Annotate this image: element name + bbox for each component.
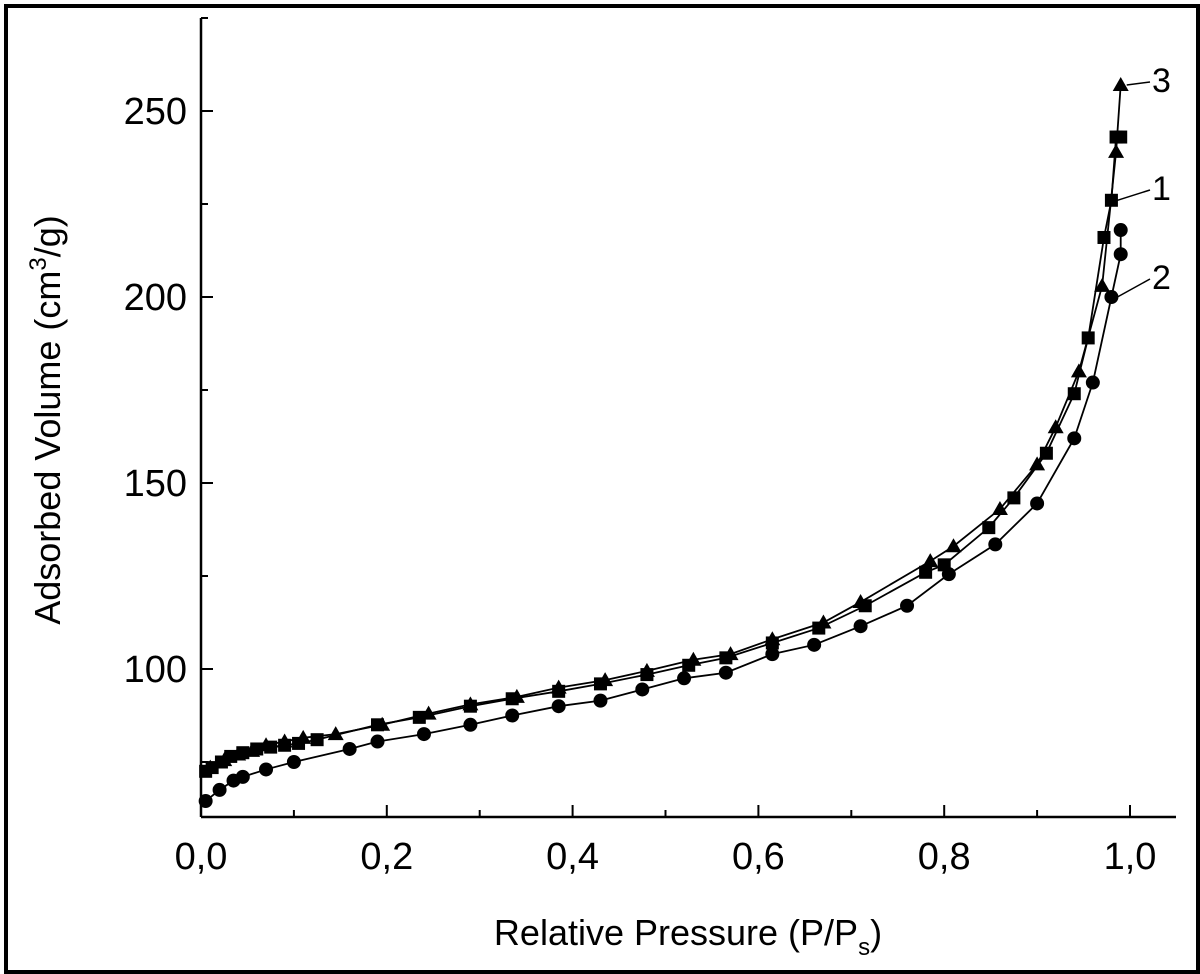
series-2-point — [677, 671, 692, 686]
series-1-point — [1039, 446, 1053, 460]
series-3-point — [258, 737, 275, 752]
y-axis-title: Adsorbed Volume (cm3/g) — [25, 215, 68, 625]
series-3-point — [1112, 76, 1129, 91]
series-3-point — [295, 729, 312, 744]
series-labels: 1 2 3 — [1117, 62, 1171, 298]
series-2-point — [1113, 223, 1128, 238]
series-2 — [198, 223, 1128, 809]
series-3-point — [1070, 363, 1087, 378]
series-1-point — [919, 565, 933, 579]
series-3-point — [508, 688, 525, 703]
series-2-point — [463, 717, 478, 732]
series-2-line — [205, 230, 1122, 802]
series-3-point — [230, 746, 247, 761]
series-1-label: 1 — [1152, 170, 1171, 208]
x-tick-label: 0,0 — [175, 836, 228, 878]
series-3-point — [202, 759, 219, 774]
series-3-point — [722, 646, 739, 661]
series-2-point — [1113, 247, 1128, 262]
series-2-point — [1030, 496, 1045, 511]
series-3-point — [1029, 456, 1046, 471]
series-3-point — [550, 679, 567, 694]
series-2-point — [212, 782, 227, 797]
series-3-point — [815, 614, 832, 629]
series-2-point — [635, 682, 650, 697]
series-3-point — [276, 733, 293, 748]
series-3-point — [327, 726, 344, 741]
series-3-point — [852, 594, 869, 609]
series-1 — [199, 130, 1128, 778]
series-1-leader — [1117, 189, 1151, 201]
series-1-point — [982, 521, 996, 535]
series-2-point — [551, 699, 566, 714]
x-tick-label: 0,2 — [360, 836, 413, 878]
series-3-point — [685, 651, 702, 666]
x-tick-label: 1,0 — [1104, 836, 1157, 878]
series-3-point — [945, 538, 962, 553]
series-2-point — [941, 567, 956, 582]
series-2-point — [259, 762, 274, 777]
series-3-point — [597, 672, 614, 687]
series-3-point — [1108, 143, 1125, 158]
series-2-label: 2 — [1152, 259, 1171, 297]
series-1-point — [1007, 491, 1021, 505]
series-2-point — [765, 647, 780, 662]
series-2-point — [370, 734, 385, 749]
series-3-point — [420, 705, 437, 720]
series-2-point — [235, 769, 250, 784]
series-2-point — [416, 727, 431, 742]
y-tick-label: 250 — [124, 91, 187, 133]
x-tick-label: 0,4 — [546, 836, 599, 878]
series-1-point — [412, 710, 426, 724]
y-tick-label: 100 — [124, 649, 187, 691]
series-2-point — [286, 755, 301, 769]
series-2-point — [1104, 290, 1119, 304]
tick-marks — [200, 17, 1131, 817]
series-2-point — [505, 708, 520, 723]
series-layer — [198, 76, 1129, 809]
series-1-line — [205, 136, 1121, 773]
series-3-point — [638, 662, 655, 677]
series-3 — [202, 76, 1129, 774]
x-tick-label: 0,6 — [732, 836, 785, 878]
series-2-leader — [1117, 278, 1151, 298]
axes — [199, 18, 1176, 819]
series-2-point — [807, 637, 822, 652]
series-3-point — [991, 501, 1008, 516]
figure-frame — [4, 4, 1200, 974]
series-3-point — [764, 631, 781, 646]
tick-labels: 0,0 0,2 0,4 0,6 0,8 1,0 100 150 200 250 — [124, 91, 1157, 878]
series-3-point — [1094, 277, 1111, 292]
series-3-line — [209, 84, 1122, 769]
y-tick-label: 150 — [124, 463, 187, 505]
y-tick-label: 200 — [124, 277, 187, 319]
series-2-point — [593, 693, 608, 708]
series-3-point — [374, 716, 391, 731]
series-2-point — [198, 794, 213, 809]
series-2-point — [900, 598, 915, 613]
series-3-point — [1047, 419, 1064, 434]
series-3-point — [922, 553, 939, 568]
series-2-point — [1067, 431, 1082, 446]
series-2-point — [718, 665, 733, 680]
series-3-point — [244, 742, 261, 757]
series-2-point — [853, 619, 868, 634]
series-2-point — [342, 741, 357, 756]
series-3-label: 3 — [1152, 62, 1171, 100]
x-axis-title: Relative Pressure (P/Ps) — [494, 912, 882, 961]
series-3-point — [462, 696, 479, 711]
series-2-point — [988, 537, 1003, 552]
series-3-point — [216, 752, 233, 767]
series-3-leader — [1126, 81, 1151, 86]
x-tick-label: 0,8 — [918, 836, 971, 878]
series-2-point — [1085, 375, 1100, 390]
